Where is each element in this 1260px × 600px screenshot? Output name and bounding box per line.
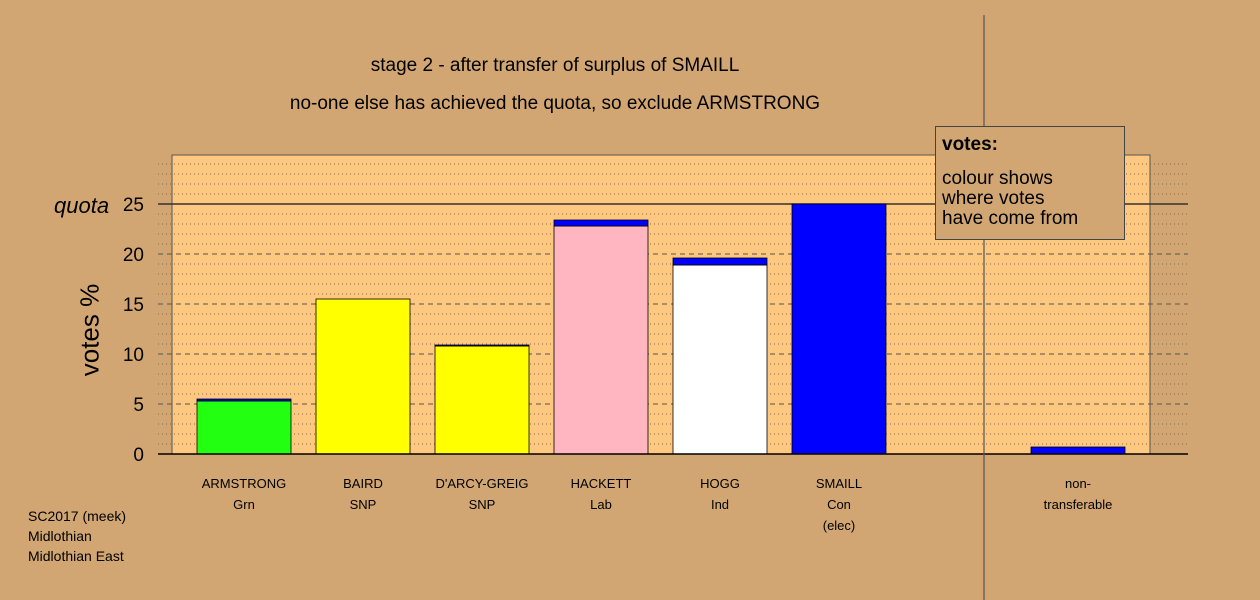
category-label: HOGG Ind [650, 473, 790, 515]
category-label-line: SMAILL [815, 476, 863, 491]
quota-label: quota [54, 193, 110, 218]
category-label-line: (elec) [822, 518, 856, 533]
bar-segment [196, 398, 292, 402]
legend: votes: colour shows where votes have com… [935, 126, 1125, 240]
category-label-line: Con [827, 497, 851, 512]
footer-line: SC2017 (meek) [28, 508, 127, 524]
bar-segment [553, 225, 649, 455]
legend-line: have come from [942, 208, 1079, 229]
category-label-line: HOGG [700, 476, 740, 491]
y-tick-label: 5 [133, 395, 144, 416]
bar-segment [1030, 446, 1126, 455]
footer: SC2017 (meek) Midlothian Midlothian East [28, 506, 126, 566]
y-axis-label: votes % [74, 283, 105, 377]
category-label: D'ARCY-GREIG SNP [412, 473, 552, 515]
legend-line: colour shows [942, 168, 1053, 189]
chart-title: stage 2 - after transfer of surplus of S… [370, 55, 740, 76]
bar-segment [196, 400, 292, 455]
category-label-line: HACKETT [570, 476, 632, 491]
category-label-line: SNP [349, 497, 377, 512]
category-label-line: D'ARCY-GREIG [435, 476, 529, 491]
bar-segment [434, 345, 530, 455]
y-tick-label: 20 [123, 245, 144, 266]
bar-segment [791, 203, 887, 455]
bar-segment [315, 298, 411, 455]
y-tick-label: 0 [133, 445, 144, 466]
y-tick-label: 25 [123, 195, 144, 216]
category-label-line: transferable [1043, 497, 1113, 512]
category-label-line: Lab [590, 497, 612, 512]
category-label: non-transferable [1008, 473, 1148, 515]
y-tick-label: 15 [123, 295, 144, 316]
category-label-line: ARMSTRONG [201, 476, 287, 491]
category-label: HACKETT Lab [531, 473, 671, 515]
bar-segment [434, 344, 530, 347]
category-label: BAIRD SNP [293, 473, 433, 515]
bar-segment [672, 264, 768, 455]
category-label: ARMSTRONG Grn [174, 473, 314, 515]
category-label-line: Ind [710, 497, 730, 512]
category-label: SMAILL Con (elec) [769, 473, 909, 536]
footer-line: Midlothian East [28, 548, 124, 564]
category-label-line: non- [1064, 476, 1092, 491]
chart-subtitle: no-one else has achieved the quota, so e… [289, 93, 821, 114]
legend-heading: votes: [942, 134, 998, 155]
bar-segment [553, 219, 649, 227]
category-label-line: BAIRD [343, 476, 383, 491]
category-label-line: SNP [468, 497, 496, 512]
y-tick-label: 10 [123, 345, 144, 366]
legend-line: where votes [942, 188, 1045, 209]
footer-line: Midlothian [28, 528, 92, 544]
bar-segment [672, 257, 768, 266]
category-label-line: Grn [233, 497, 255, 512]
